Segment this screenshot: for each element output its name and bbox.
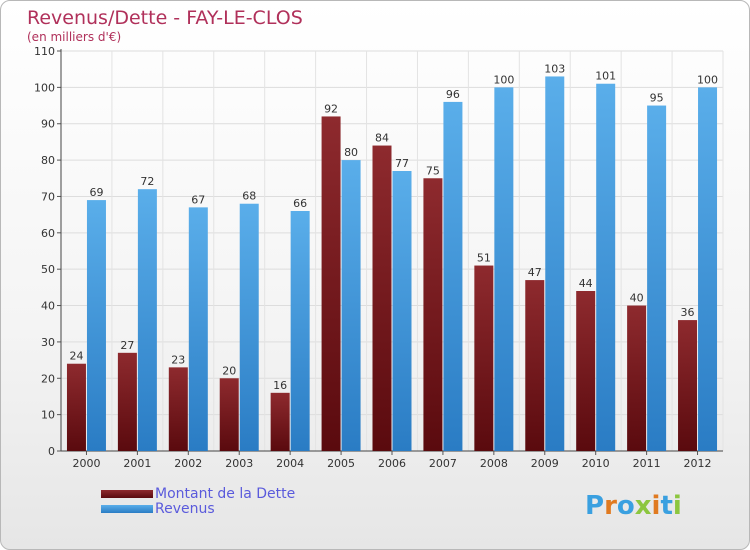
bar-debt — [66, 363, 86, 451]
y-tick-label: 110 — [34, 45, 55, 58]
x-tick-label: 2007 — [429, 457, 457, 470]
bar-debt — [576, 291, 596, 451]
bar-revenue — [698, 87, 718, 451]
data-label: 24 — [69, 350, 83, 363]
x-tick-label: 2010 — [582, 457, 610, 470]
bar-revenue — [647, 105, 667, 451]
data-label: 40 — [630, 292, 644, 305]
bar-revenue — [545, 76, 565, 452]
x-tick-label: 2001 — [123, 457, 151, 470]
data-label: 100 — [493, 73, 514, 86]
data-label: 100 — [697, 73, 718, 86]
bar-revenue — [137, 189, 157, 451]
chart-subtitle: (en milliers d'€) — [27, 30, 122, 44]
x-tick-label: 2006 — [378, 457, 406, 470]
data-label: 16 — [273, 379, 287, 392]
data-label: 51 — [477, 252, 491, 265]
y-tick-label: 80 — [41, 154, 55, 167]
bar-revenue — [596, 83, 616, 452]
data-label: 67 — [191, 193, 205, 206]
logo-letter: x — [634, 491, 652, 521]
data-label: 75 — [426, 164, 440, 177]
data-label: 92 — [324, 102, 338, 115]
bar-debt — [474, 265, 494, 451]
y-tick-label: 60 — [41, 227, 55, 240]
data-label: 36 — [681, 306, 695, 319]
data-label: 84 — [375, 132, 389, 145]
y-tick-label: 50 — [41, 263, 55, 276]
data-label: 47 — [528, 266, 542, 279]
legend-swatch-revenue — [101, 505, 153, 513]
data-label: 103 — [544, 62, 565, 75]
bar-debt — [168, 367, 188, 451]
x-tick-label: 2009 — [531, 457, 559, 470]
y-tick-label: 0 — [48, 445, 55, 458]
data-label: 101 — [595, 70, 616, 83]
bar-debt — [270, 392, 290, 451]
bar-debt — [678, 320, 698, 451]
data-label: 72 — [140, 175, 154, 188]
logo-letter: t — [660, 491, 673, 521]
y-tick-label: 30 — [41, 336, 55, 349]
data-label: 23 — [171, 353, 185, 366]
bar-revenue — [290, 211, 310, 451]
x-tick-label: 2008 — [480, 457, 508, 470]
bar-debt — [627, 305, 647, 451]
bar-debt — [372, 145, 392, 451]
logo-letter: o — [616, 491, 635, 521]
bar-revenue — [188, 207, 208, 451]
bar-revenue — [443, 101, 463, 451]
y-tick-label: 10 — [41, 409, 55, 422]
logo-letter: i — [672, 491, 682, 521]
y-tick-label: 20 — [41, 372, 55, 385]
data-label: 77 — [395, 157, 409, 170]
data-label: 80 — [344, 146, 358, 159]
x-tick-label: 2002 — [174, 457, 202, 470]
labels: 0 10 20 30 40 50 60 70 80 90 100 110 24 69 2000 27 72 200… — [34, 45, 718, 470]
x-tick-label: 2004 — [276, 457, 304, 470]
bar-revenue — [494, 87, 514, 451]
data-label: 96 — [446, 88, 460, 101]
x-tick-label: 2011 — [633, 457, 661, 470]
y-tick-label: 100 — [34, 81, 55, 94]
x-tick-label: 2003 — [225, 457, 253, 470]
logo-letter: r — [604, 491, 617, 521]
bar-revenue — [341, 160, 361, 451]
bar-revenue — [392, 171, 412, 451]
bar-revenue — [86, 200, 106, 451]
logo-letter: i — [651, 491, 661, 521]
bar-revenue — [239, 203, 259, 451]
legend-swatch-debt — [101, 490, 153, 498]
chart-title: Revenus/Dette - FAY-LE-CLOS — [27, 7, 303, 29]
bars — [66, 76, 718, 452]
x-tick-label: 2012 — [684, 457, 712, 470]
y-tick-label: 70 — [41, 190, 55, 203]
y-tick-label: 90 — [41, 118, 55, 131]
data-label: 69 — [89, 186, 103, 199]
data-label: 44 — [579, 277, 593, 290]
bar-debt — [525, 280, 545, 451]
legend-label-revenue: Revenus — [155, 501, 215, 517]
bar-debt — [219, 378, 239, 451]
data-label: 27 — [120, 339, 134, 352]
x-tick-label: 2000 — [72, 457, 100, 470]
x-tick-label: 2005 — [327, 457, 355, 470]
bar-debt — [423, 178, 443, 452]
bar-debt — [321, 116, 341, 452]
data-label: 95 — [650, 92, 664, 105]
data-label: 66 — [293, 197, 307, 210]
data-label: 68 — [242, 190, 256, 203]
bar-debt — [117, 352, 137, 451]
y-tick-label: 40 — [41, 300, 55, 313]
legend-label-debt: Montant de la Dette — [155, 486, 296, 502]
data-label: 20 — [222, 364, 236, 377]
proxiti-logo: Proxiti — [585, 491, 682, 521]
logo-letter: P — [585, 491, 605, 521]
